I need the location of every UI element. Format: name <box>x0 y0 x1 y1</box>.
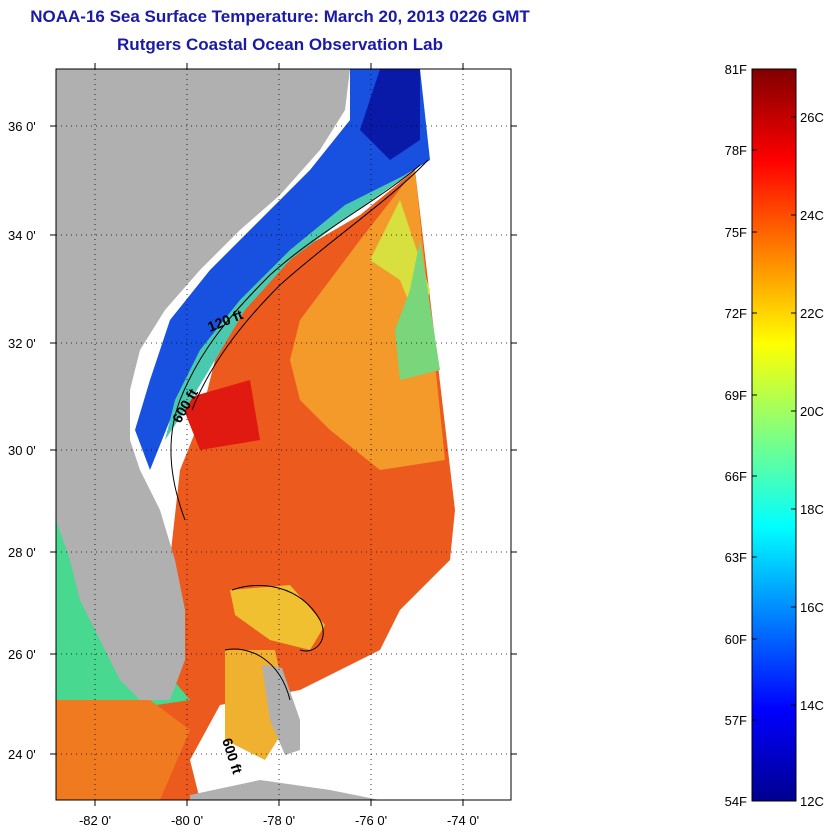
graticule <box>56 69 511 800</box>
colorbar-ticks <box>752 116 796 721</box>
colorbar-c-label: 14C <box>800 698 824 713</box>
colorbar-c-label: 22C <box>800 306 824 321</box>
lat-label: 28 0' <box>8 545 36 560</box>
colorbar-c-label: 12C <box>800 794 824 809</box>
isobath-120ft <box>170 164 421 521</box>
map-subtitle: Rutgers Coastal Ocean Observation Lab <box>117 35 443 54</box>
latitude-labels: 36 0' 34 0' 32 0' 30 0' 28 0' 26 0' 24 0… <box>8 119 36 762</box>
colorbar-bar <box>751 68 797 802</box>
colorbar-fahrenheit-labels: 81F 78F 75F 72F 69F 66F 63F 60F 57F 54F <box>725 62 747 809</box>
colorbar-celsius-labels: 26C 24C 22C 20C 18C 16C 14C 12C <box>800 110 824 809</box>
lon-label: -74 0' <box>447 813 479 828</box>
land-cuba <box>190 780 380 800</box>
lat-label: 26 0' <box>8 647 36 662</box>
land-andros <box>262 665 300 755</box>
colorbar: 81F 78F 75F 72F 69F 66F 63F 60F 57F 54F … <box>725 62 824 809</box>
colorbar-f-label: 81F <box>725 62 747 77</box>
colorbar-f-label: 63F <box>725 550 747 565</box>
colorbar-f-label: 57F <box>725 713 747 728</box>
lat-label: 34 0' <box>8 228 36 243</box>
colorbar-f-label: 66F <box>725 469 747 484</box>
colorbar-c-label: 16C <box>800 600 824 615</box>
colorbar-c-label: 20C <box>800 404 824 419</box>
isobath-600ft <box>191 159 429 411</box>
map-title: NOAA-16 Sea Surface Temperature: March 2… <box>30 7 530 26</box>
lat-label: 30 0' <box>8 443 36 458</box>
sst-red-core <box>180 380 260 450</box>
bahamas-contour <box>224 584 324 701</box>
sst-cold-shelf <box>135 69 430 470</box>
sst-cold-deep <box>360 69 420 160</box>
colorbar-f-label: 72F <box>725 306 747 321</box>
lon-label: -80 0' <box>171 813 203 828</box>
longitude-labels: -82 0' -80 0' -78 0' -76 0' -74 0' <box>79 813 479 828</box>
map-ticks <box>50 63 517 806</box>
colorbar-f-label: 60F <box>725 632 747 647</box>
colorbar-f-label: 78F <box>725 143 747 158</box>
colorbar-f-label: 75F <box>725 225 747 240</box>
sst-gulf-warm <box>56 700 190 800</box>
lat-label: 32 0' <box>8 336 36 351</box>
map-frame <box>55 68 512 801</box>
sst-bahamas-bank <box>230 585 325 650</box>
colorbar-f-label: 54F <box>725 794 747 809</box>
colorbar-c-label: 26C <box>800 110 824 125</box>
colorbar-f-label: 69F <box>725 388 747 403</box>
colorbar-c-label: 24C <box>800 208 824 223</box>
lon-label: -82 0' <box>79 813 111 828</box>
map-area <box>56 69 511 800</box>
lon-label: -78 0' <box>263 813 295 828</box>
colorbar-c-label: 18C <box>800 502 824 517</box>
lat-label: 24 0' <box>8 747 36 762</box>
sst-green-offshore <box>395 240 440 380</box>
lat-label: 36 0' <box>8 119 36 134</box>
land-mainland <box>56 69 350 700</box>
lon-label: -76 0' <box>355 813 387 828</box>
